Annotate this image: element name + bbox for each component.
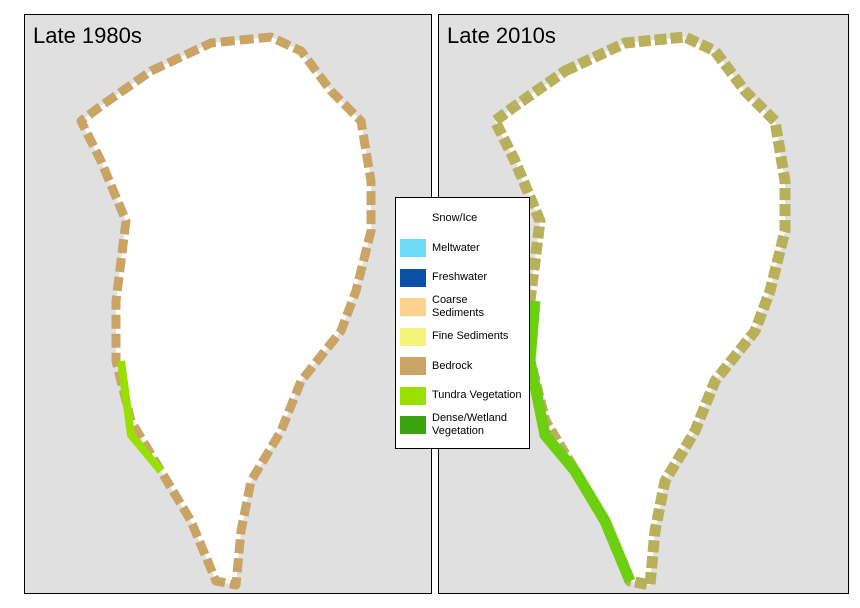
legend-item: Bedrock [400, 352, 525, 382]
legend-label: Meltwater [432, 241, 480, 254]
legend-label: Freshwater [432, 271, 488, 284]
panel-title: Late 2010s [447, 23, 556, 48]
legend-swatch [400, 239, 426, 258]
greenland-map [76, 32, 376, 590]
greenland-map [489, 31, 791, 591]
legend: Snow/Ice Meltwater Freshwater Coarse Sedime… [395, 197, 530, 449]
vegetation-fringe [524, 300, 636, 584]
legend-label: Tundra Vegetation [432, 389, 522, 402]
legend-swatch [400, 298, 426, 317]
legend-swatch [400, 416, 426, 435]
legend-swatch [400, 357, 426, 376]
panel-title: Late 1980s [33, 23, 142, 48]
legend-item: Snow/Ice [400, 204, 525, 234]
map-panel: Late 1980s [24, 14, 432, 594]
legend-item: Tundra Vegetation [400, 381, 525, 411]
legend-item: Dense/Wetland Vegetation [400, 411, 525, 441]
legend-label: Fine Sediments [432, 330, 509, 343]
legend-swatch [400, 386, 426, 405]
ice-sheet [489, 31, 791, 591]
legend-label: Bedrock [432, 359, 473, 372]
legend-label: Coarse Sediments [432, 294, 484, 320]
legend-label: Snow/Ice [432, 212, 478, 225]
legend-swatch [400, 327, 426, 346]
legend-item: Meltwater [400, 234, 525, 264]
vegetation-fringe [117, 360, 165, 474]
legend-swatch [400, 209, 426, 228]
ice-sheet [76, 32, 376, 590]
legend-item: Fine Sediments [400, 322, 525, 352]
legend-item: Coarse Sediments [400, 293, 525, 323]
legend-label: Dense/Wetland Vegetation [432, 412, 508, 438]
legend-item: Freshwater [400, 263, 525, 293]
legend-swatch [400, 268, 426, 287]
